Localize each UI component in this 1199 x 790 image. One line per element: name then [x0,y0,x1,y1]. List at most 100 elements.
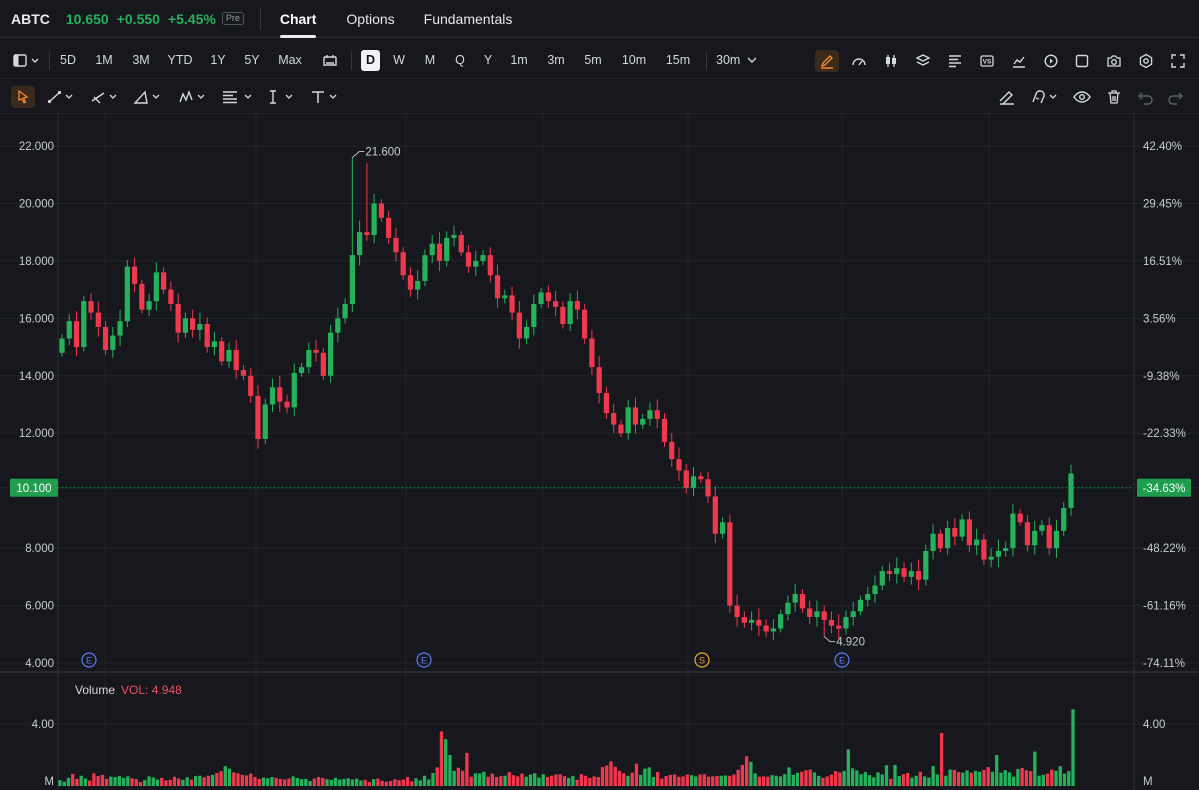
volume-bar [1033,751,1037,786]
chart-area[interactable]: 22.000 20.000 18.000 16.000 14.000 12.000 8.00… [0,114,1199,790]
camera-icon[interactable] [1102,50,1126,72]
candle-body [88,301,94,313]
settings-icon[interactable] [1134,50,1158,72]
low-marker-line [823,636,836,643]
range-max[interactable]: Max [278,53,302,67]
wave-tool-icon[interactable] [178,86,208,108]
interval-d[interactable]: D [361,50,380,71]
volume-bar [808,769,812,786]
tab-fundamentals[interactable]: Fundamentals [423,10,513,27]
interval-m[interactable]: M [424,53,436,67]
erase-drawings-icon[interactable] [998,86,1016,108]
range-3m[interactable]: 3M [132,53,150,67]
sidebar-toggle-icon[interactable] [11,50,43,72]
volume-bar [75,778,79,786]
replay-icon[interactable] [1039,50,1063,72]
magnet-icon[interactable] [1030,86,1060,108]
candle-body [937,533,943,549]
range-1y[interactable]: 1Y [210,53,226,67]
volume-bar [596,777,600,786]
measure-tool-icon[interactable] [266,86,296,108]
interval-w[interactable]: W [393,53,405,67]
angle-tool-icon[interactable] [133,86,163,108]
layers-icon[interactable] [911,50,935,72]
price-chart[interactable]: 22.000 20.000 18.000 16.000 14.000 12.000 8.00… [0,114,1199,790]
text-tool-icon[interactable] [310,86,340,108]
candle-body [589,338,595,368]
volume-bar [723,775,728,786]
tab-chart[interactable]: Chart [279,0,316,38]
interval-10m[interactable]: 10m [621,53,647,67]
candle-body [894,568,900,574]
trend-line-icon[interactable] [46,86,76,108]
trash-icon[interactable] [1105,86,1123,108]
fullscreen-icon[interactable] [1166,50,1190,72]
volume-bar [71,773,75,786]
range-ytd[interactable]: YTD [167,53,193,67]
pencil-icon[interactable] [815,50,839,72]
interval-3m[interactable]: 3m [547,53,565,67]
candle-body [640,418,646,425]
interval-5m[interactable]: 5m [584,53,602,67]
fib-tool-icon[interactable] [221,86,255,108]
volume-bar [266,778,270,786]
volume-bar [893,764,897,786]
volume-bar [605,765,609,786]
line-chart-icon[interactable] [1007,50,1031,72]
volume-bar [299,779,304,786]
candle-body [857,599,864,612]
toolbar-divider [49,52,50,70]
volume-bar [931,766,935,786]
earnings-event-marker[interactable]: E [834,652,850,668]
ray-tool-icon[interactable] [90,86,120,108]
volume-bar [677,776,681,786]
interval-q[interactable]: Q [455,53,465,67]
volume-unit-right: M [1143,776,1153,788]
redo-icon[interactable] [1166,86,1184,108]
candle-body [248,375,254,396]
tab-options[interactable]: Options [346,10,395,27]
square-icon[interactable] [1070,50,1094,72]
volume-bar [838,772,842,786]
volume-bar [1007,772,1012,786]
interval-15m[interactable]: 15m [665,53,691,67]
candle-body [669,441,675,460]
volume-bar [329,779,333,786]
date-range-icon[interactable] [318,50,342,72]
volume-bar [698,774,702,786]
range-5y[interactable]: 5Y [244,53,260,67]
volume-bar [249,773,253,786]
volume-title: Volume [75,683,116,697]
volume-bar [872,777,876,786]
cursor-icon[interactable] [11,86,35,108]
versus-icon[interactable]: VS [975,50,999,72]
candle-body [204,324,210,348]
volume-bar [1045,773,1050,786]
range-5d[interactable]: 5D [60,53,76,67]
gauge-icon[interactable] [847,50,871,72]
align-icon[interactable] [943,50,967,72]
volume-bar [922,776,927,786]
volume-bar [346,778,350,786]
candlestick-icon[interactable] [879,50,903,72]
price-axis-tick: 8.000 [25,543,54,555]
interval-dropdown[interactable]: 30m [716,50,764,71]
volume-bar [147,776,151,786]
earnings-event-marker[interactable]: E [81,652,97,668]
undo-icon[interactable] [1137,86,1155,108]
interval-y[interactable]: Y [483,53,493,67]
volume-bar [736,769,740,786]
volume-bar [914,775,918,786]
candle-body [1061,507,1067,531]
earnings-event-marker[interactable]: E [416,652,432,668]
volume-bar [732,774,736,786]
volume-bar [410,781,414,786]
split-event-marker[interactable]: S [694,652,710,668]
candle-body [284,401,290,408]
range-1m[interactable]: 1M [95,53,113,67]
volume-bar [749,761,753,786]
interval-1m[interactable]: 1m [510,53,528,67]
event-marker-letter: E [86,656,92,666]
eye-icon[interactable] [1073,86,1091,108]
